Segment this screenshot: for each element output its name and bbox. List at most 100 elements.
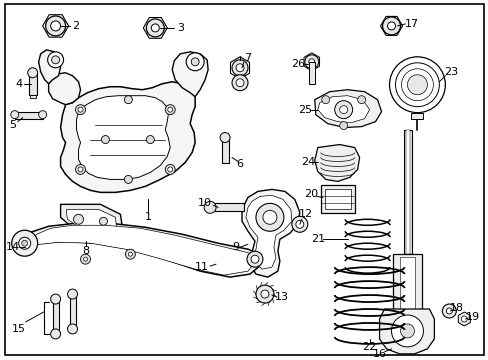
Circle shape xyxy=(232,75,247,91)
Circle shape xyxy=(101,136,109,144)
Circle shape xyxy=(19,237,31,249)
Text: 15: 15 xyxy=(12,324,26,334)
Text: 19: 19 xyxy=(465,312,479,322)
Text: 23: 23 xyxy=(444,67,457,77)
Polygon shape xyxy=(379,309,433,354)
Circle shape xyxy=(401,69,432,101)
Text: 2: 2 xyxy=(72,21,79,31)
Text: 21: 21 xyxy=(310,234,324,244)
Text: 1: 1 xyxy=(144,212,151,222)
Circle shape xyxy=(146,19,164,37)
Circle shape xyxy=(391,315,423,347)
Circle shape xyxy=(236,64,244,72)
Circle shape xyxy=(73,214,83,224)
Circle shape xyxy=(308,59,314,65)
Circle shape xyxy=(321,96,329,104)
Circle shape xyxy=(304,55,318,69)
Circle shape xyxy=(236,79,244,87)
Circle shape xyxy=(78,107,83,112)
Text: 7: 7 xyxy=(244,53,251,63)
Bar xyxy=(30,95,36,98)
Circle shape xyxy=(203,255,216,267)
Polygon shape xyxy=(314,144,359,181)
Circle shape xyxy=(389,57,445,113)
Bar xyxy=(404,130,411,254)
Circle shape xyxy=(125,249,135,259)
Circle shape xyxy=(255,203,284,231)
Circle shape xyxy=(124,175,132,183)
Circle shape xyxy=(339,122,347,130)
Polygon shape xyxy=(242,189,299,277)
Circle shape xyxy=(52,56,60,64)
Circle shape xyxy=(146,136,154,144)
Text: 16: 16 xyxy=(372,349,386,359)
Polygon shape xyxy=(457,312,469,326)
Bar xyxy=(399,257,415,331)
Circle shape xyxy=(165,165,175,175)
Bar xyxy=(324,189,350,209)
Circle shape xyxy=(220,132,229,143)
Text: 10: 10 xyxy=(198,198,212,208)
Circle shape xyxy=(83,257,87,261)
Polygon shape xyxy=(39,50,61,84)
Polygon shape xyxy=(61,82,195,192)
Polygon shape xyxy=(66,209,116,236)
Circle shape xyxy=(39,111,46,118)
Text: 25: 25 xyxy=(297,105,311,114)
Circle shape xyxy=(250,255,259,263)
Bar xyxy=(69,294,75,329)
Circle shape xyxy=(128,252,132,256)
Polygon shape xyxy=(48,73,81,105)
Circle shape xyxy=(67,289,78,299)
Circle shape xyxy=(75,165,85,175)
Bar xyxy=(15,112,42,118)
Text: 8: 8 xyxy=(82,246,89,256)
Circle shape xyxy=(246,251,263,267)
Circle shape xyxy=(339,106,347,114)
Polygon shape xyxy=(31,225,254,275)
Circle shape xyxy=(45,16,65,36)
Circle shape xyxy=(167,167,172,172)
Polygon shape xyxy=(22,223,262,277)
Text: 4: 4 xyxy=(15,79,22,89)
Circle shape xyxy=(67,324,78,334)
Circle shape xyxy=(255,285,273,303)
Bar xyxy=(29,73,37,95)
Circle shape xyxy=(203,201,216,213)
Circle shape xyxy=(334,101,352,118)
Polygon shape xyxy=(61,204,122,241)
Circle shape xyxy=(186,53,203,71)
Circle shape xyxy=(11,111,19,118)
Circle shape xyxy=(151,24,159,32)
Circle shape xyxy=(387,22,395,30)
Bar xyxy=(392,254,422,334)
Circle shape xyxy=(167,107,172,112)
Circle shape xyxy=(263,210,276,224)
Circle shape xyxy=(357,96,365,104)
Text: 12: 12 xyxy=(298,209,312,219)
Circle shape xyxy=(47,52,63,68)
Polygon shape xyxy=(314,90,381,127)
Circle shape xyxy=(21,240,28,246)
Circle shape xyxy=(291,216,307,232)
Circle shape xyxy=(382,17,400,35)
Circle shape xyxy=(81,254,90,264)
Bar xyxy=(53,299,59,334)
Text: 26: 26 xyxy=(290,59,305,69)
Circle shape xyxy=(51,21,61,31)
Polygon shape xyxy=(172,52,208,97)
Text: 6: 6 xyxy=(236,159,243,170)
Text: 24: 24 xyxy=(300,157,314,167)
Text: 20: 20 xyxy=(303,189,317,199)
Text: 9: 9 xyxy=(232,242,239,252)
Circle shape xyxy=(261,290,268,298)
Bar xyxy=(320,185,354,213)
Circle shape xyxy=(165,105,175,114)
Circle shape xyxy=(124,96,132,104)
Bar xyxy=(410,113,423,118)
Bar xyxy=(210,203,244,211)
Circle shape xyxy=(75,105,85,114)
Circle shape xyxy=(12,230,38,256)
Circle shape xyxy=(446,308,451,314)
Circle shape xyxy=(191,58,199,66)
